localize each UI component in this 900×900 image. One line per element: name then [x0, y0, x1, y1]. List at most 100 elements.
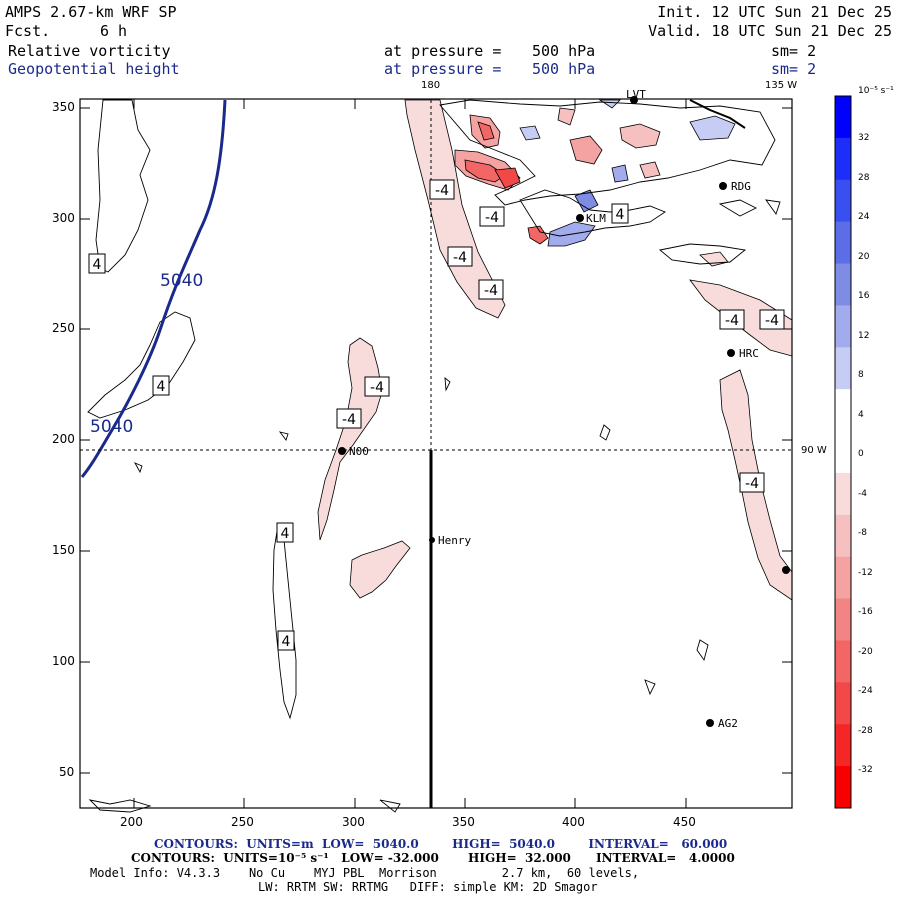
colorbar-label: -16	[858, 607, 873, 617]
colorbar-frame	[834, 95, 852, 809]
colorbar-label: -24	[858, 686, 873, 696]
y-tick-50: 50	[59, 765, 75, 779]
svg-text:-4: -4	[745, 476, 759, 492]
forecast-label: Fcst.	[5, 22, 51, 40]
colorbar-segment	[835, 96, 851, 139]
station-dot-lvt	[630, 96, 638, 104]
colorbar-segment	[835, 305, 851, 348]
colorbar-segment	[835, 682, 851, 725]
colorbar-segment	[835, 137, 851, 181]
footer-contours-vorticity: CONTOURS: UNITS=10⁻⁵ s⁻¹ LOW= -32.000 HI…	[131, 851, 735, 865]
y-axis-ticks	[80, 107, 792, 774]
label-pos-5: 4	[611, 203, 629, 224]
colorbar-segment	[835, 514, 851, 558]
svg-text:-4: -4	[485, 210, 499, 226]
station-dot-klm	[576, 214, 584, 222]
field-2-smoothing: sm= 2	[771, 60, 817, 78]
colorbar-label: 4	[858, 409, 864, 420]
footer-contours-height: CONTOURS: UNITS=m LOW= 5040.0 HIGH= 5040…	[154, 837, 728, 851]
svg-text:4: 4	[281, 526, 290, 542]
field-2-level: 500 hPa	[532, 60, 596, 78]
y-tick-200: 200	[52, 432, 75, 446]
label-neg-4: -4	[478, 279, 504, 300]
footer-model-physics: LW: RRTM SW: RRTMG DIFF: simple KM: 2D S…	[258, 880, 598, 894]
field-1-name: Relative vorticity	[8, 42, 171, 60]
colorbar-label: 8	[858, 370, 864, 380]
svg-text:4: 4	[157, 379, 166, 395]
meridian-label-180: 180	[421, 80, 441, 91]
station-dot-rdg	[719, 182, 727, 190]
field-1-level-label: at pressure =	[384, 42, 502, 60]
height-label-1: 5040	[160, 271, 203, 291]
colorbar-segment	[835, 221, 851, 265]
label-pos-2: 4	[152, 375, 170, 396]
station-dot-ag2	[706, 719, 714, 727]
model-title: AMPS 2.67-km WRF SP	[5, 3, 177, 21]
colorbar-label: 28	[858, 172, 870, 183]
label-neg-6: -4	[336, 408, 362, 429]
label-neg-1: -4	[429, 179, 455, 200]
meridian-label-135w: 135 W	[765, 80, 798, 91]
label-neg-9: -4	[739, 472, 765, 493]
label-neg-2: -4	[479, 206, 505, 227]
meridian-label-90w: 90 W	[801, 445, 827, 456]
colorbar-label: 20	[858, 251, 870, 262]
colorbar-units: 10⁻⁵ s⁻¹	[858, 86, 894, 96]
x-tick-300: 300	[342, 815, 365, 829]
y-tick-350: 350	[52, 100, 75, 114]
plot-frame	[79, 98, 793, 809]
colorbar-segment	[835, 179, 851, 223]
colorbar-label: -8	[858, 528, 867, 538]
colorbar-label: 0	[858, 449, 864, 459]
station-labels: LVT RDG KLM HRC N00 Henry AG2	[349, 88, 759, 730]
label-neg-5: -4	[364, 376, 390, 397]
station-markers	[338, 96, 790, 727]
vorticity-positive-contours	[87, 99, 781, 813]
contour-labels: 4 4 4 4 4 -4 -4 -4 -4 -4 -4 -4 -4 -4 -4	[88, 179, 785, 651]
coastline	[689, 99, 746, 129]
label-pos-3: 4	[276, 522, 294, 543]
svg-text:-4: -4	[435, 183, 449, 199]
svg-text:4: 4	[93, 257, 102, 273]
y-tick-300: 300	[52, 211, 75, 225]
svg-text:-4: -4	[370, 380, 384, 396]
colorbar-label: -28	[858, 725, 873, 736]
field-2-level-label: at pressure =	[384, 60, 502, 78]
field-1-smoothing: sm= 2	[771, 42, 817, 60]
colorbar-segment	[835, 556, 851, 600]
svg-text:4: 4	[616, 207, 625, 223]
svg-text:-4: -4	[453, 250, 467, 266]
label-neg-8: -4	[759, 309, 785, 330]
colorbar-label: -12	[858, 567, 873, 578]
y-tick-100: 100	[52, 654, 75, 668]
y-tick-150: 150	[52, 543, 75, 557]
station-label-hrc: HRC	[739, 347, 759, 360]
colorbar-label: 24	[858, 212, 870, 222]
station-dot-hrc	[727, 349, 735, 357]
vorticity-shading	[317, 99, 793, 601]
colorbar-label: -4	[858, 488, 867, 499]
colorbar-label: 12	[858, 330, 870, 341]
valid-time: Valid. 18 UTC Sun 21 Dec 25	[648, 22, 892, 40]
svg-text:4: 4	[282, 634, 291, 650]
station-dot-n00	[338, 447, 346, 455]
colorbar-segment	[835, 263, 851, 306]
forecast-hour: 6 h	[100, 22, 128, 40]
station-label-ag2: AG2	[718, 717, 738, 730]
x-tick-250: 250	[231, 815, 254, 829]
label-neg-3: -4	[447, 246, 473, 267]
height-contour-5040	[80, 99, 227, 478]
station-label-klm: KLM	[586, 212, 606, 225]
colorbar-segment	[835, 347, 851, 390]
colorbar-label: -20	[858, 646, 873, 657]
colorbar-segment	[835, 724, 851, 767]
svg-text:-4: -4	[484, 283, 498, 299]
station-label-henry: Henry	[438, 534, 471, 547]
x-tick-400: 400	[562, 815, 585, 829]
svg-text:-4: -4	[725, 313, 739, 329]
x-tick-350: 350	[452, 815, 475, 829]
station-label-lvt: LVT	[626, 88, 646, 101]
station-dot-edge	[782, 566, 790, 574]
station-label-rdg: RDG	[731, 180, 751, 193]
